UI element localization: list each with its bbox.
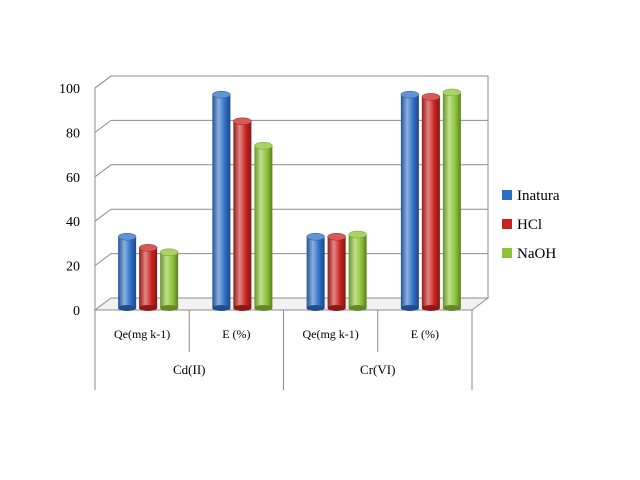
y-tick-label: 80 [66, 126, 80, 141]
bar-inatura-0 [117, 232, 137, 311]
y-tick-label: 40 [66, 215, 80, 230]
gridline [94, 164, 488, 178]
y-tick-label: 100 [59, 82, 80, 97]
legend: Inatura HCl NaOH [502, 188, 560, 262]
gridline [94, 119, 488, 133]
bar-naoh-2 [348, 230, 367, 311]
x-category-label: Qe(mg k-1) [114, 327, 170, 341]
legend-label: HCl [517, 217, 542, 233]
y-axis-ticks: 0 20 40 60 80 100 [59, 82, 80, 319]
bar-naoh-0 [159, 248, 179, 311]
bar-naoh-1 [254, 141, 273, 311]
x-group-label: Cd(II) [173, 362, 206, 377]
bar-hcl-0 [138, 244, 158, 311]
bars [117, 88, 462, 311]
y-tick-label: 20 [66, 260, 80, 275]
x-group-label: Cr(VI) [360, 362, 395, 377]
x-category-label: E (%) [222, 327, 250, 341]
legend-label: Inatura [517, 188, 560, 204]
x-category-label: E (%) [411, 327, 439, 341]
legend-swatch [502, 219, 512, 229]
bar-inatura-2 [306, 232, 325, 311]
legend-item-hcl: HCl [502, 217, 542, 233]
bar-inatura-3 [400, 90, 420, 311]
legend-swatch [502, 190, 512, 200]
y-tick-label: 0 [73, 304, 80, 319]
gridline [94, 208, 488, 222]
legend-item-inatura: Inatura [502, 188, 560, 204]
bar-inatura-1 [212, 90, 231, 311]
bar-naoh-3 [442, 88, 462, 311]
legend-swatch [502, 248, 512, 258]
legend-label: NaOH [517, 246, 556, 262]
legend-item-naoh: NaOH [502, 246, 556, 262]
y-tick-label: 60 [66, 171, 80, 186]
side-wall [94, 75, 112, 310]
bar-hcl-1 [233, 117, 252, 311]
bar-hcl-2 [327, 232, 346, 311]
x-axis: Qe(mg k-1) E (%) Qe(mg k-1) E (%) Cd(II) Cr(V… [94, 310, 473, 390]
bar-hcl-3 [421, 93, 441, 311]
x-category-label: Qe(mg k-1) [302, 327, 358, 341]
floor [93, 297, 490, 311]
gridline [94, 75, 488, 89]
